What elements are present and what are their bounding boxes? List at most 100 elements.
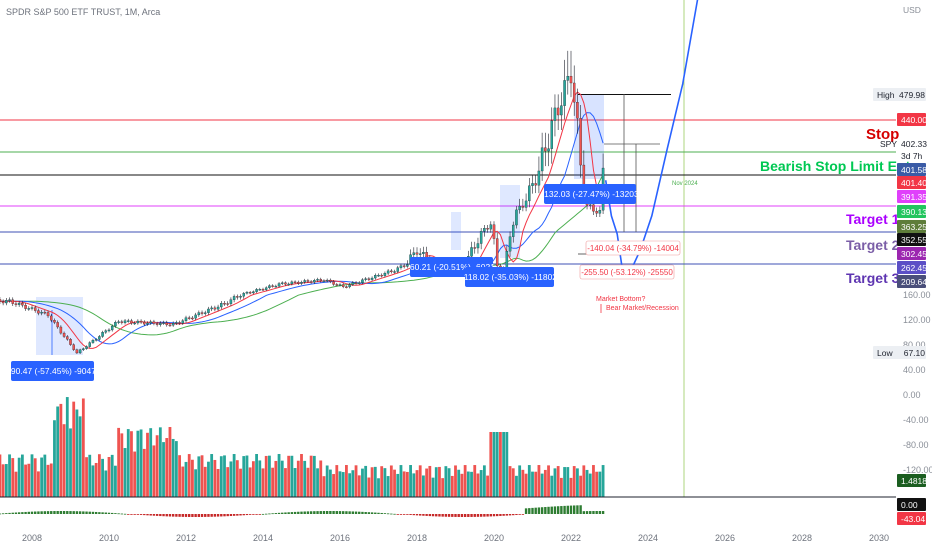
target1-annotation[interactable]: Target 1 [846,211,900,227]
svg-text:0.00: 0.00 [901,500,918,510]
volume-bar [579,475,583,497]
svg-text:401.58: 401.58 [901,165,927,175]
oscillator-bar [444,514,448,517]
volume-bar [399,465,403,497]
oscillator-bar [496,514,499,517]
price-tag[interactable]: 209.64 [897,275,927,288]
measure-label-6[interactable]: -255.50 (-53.12%) -25550 [579,264,675,280]
candle [515,206,518,229]
stop-annotation[interactable]: Stop [866,126,899,143]
measure-box-2020[interactable] [500,185,520,258]
oscillator-bar [325,511,329,514]
svg-text:-255.50 (-53.12%) -25550: -255.50 (-53.12%) -25550 [581,268,673,277]
oscillator-bar [598,511,602,514]
oscillator-bar [528,508,531,514]
measure-label-3[interactable]: -118.02 (-35.03%) -11802 [461,267,557,287]
volume-bar [527,465,531,497]
oscillator-bar [550,506,553,514]
oscillator-bar [499,514,502,516]
target3-annotation[interactable]: Target 3 [846,270,900,286]
price-tag[interactable]: -43.04 [897,512,926,525]
candle [236,294,239,300]
candle [357,281,361,285]
measure-box-2008[interactable] [36,297,83,355]
candle [569,50,573,98]
oscillator-bar [425,514,428,516]
price-tag[interactable]: SPY 402.33 [880,139,927,149]
projection-path[interactable] [604,0,737,278]
oscillator-bar [512,514,515,516]
measure-box-2018[interactable] [451,212,461,250]
oscillator-bar [245,514,249,516]
oscillator-bar [229,514,233,517]
svg-text:3d 7h: 3d 7h [901,151,923,161]
price-tag[interactable]: High 479.98 [873,88,926,101]
oscillator-bar [361,511,364,514]
oscillator-bar [547,506,550,514]
volume-bar [380,466,384,497]
price-tag[interactable]: 3d 7h [901,151,923,161]
candle [5,297,8,306]
candle [544,132,547,167]
oscillator-bar [34,511,37,514]
price-tag[interactable]: 363.25 [897,220,927,233]
price-tag[interactable]: 302.45 [897,247,927,260]
candle [120,319,124,325]
oscillator-bar [483,514,486,517]
price-tag[interactable]: 352.55 [897,233,927,246]
price-tag[interactable]: 401.58 [897,163,927,176]
price-tag[interactable]: 391.35 [897,190,927,203]
candle [155,321,159,327]
volume-bar [502,432,506,497]
volume-bar [184,461,188,497]
candle [277,282,281,288]
volume-bar [136,430,140,497]
measure-label-5[interactable]: -140.04 (-34.79%) -14004 [585,240,681,256]
volume-bar [325,465,329,497]
candle [207,306,210,315]
measure-label-4[interactable]: -132.03 (-27.47%) -13203 [541,184,639,204]
volume-bar [146,432,149,497]
candle [351,281,355,286]
measure-label-1[interactable]: -90.47 (-57.45%) -9047 [8,361,96,381]
candle [30,305,34,311]
candle [75,348,79,354]
price-tag[interactable]: 262.45 [897,261,927,274]
candle [489,221,493,233]
price-tag[interactable]: 1.4818 [897,474,927,487]
oscillator-bar [569,505,573,514]
price-tag[interactable]: 0.00 [897,498,926,511]
oscillator-bar [130,514,133,515]
oscillator-bar [175,514,178,517]
price-tag[interactable]: 390.13 [897,205,927,218]
volume-bar [101,458,104,497]
volume-bar [46,464,50,497]
oscillator-bar [27,511,30,514]
volume-bar [226,467,230,497]
candle [117,319,120,325]
price-tag[interactable]: Low 67.10 [873,346,926,359]
volume-bar [364,465,368,497]
candle [88,341,92,348]
target2-annotation[interactable]: Target 2 [846,237,900,253]
svg-text:-132.03 (-27.47%) -13203: -132.03 (-27.47%) -13203 [541,189,639,199]
x-tick-label: 2018 [407,533,427,543]
high-ref-line [578,94,671,95]
bearish-entry-annotation[interactable]: Bearish Stop Limit Entry [760,158,924,174]
price-tag[interactable]: 440.00 [897,113,927,126]
volume-bar [598,471,602,497]
volume-bar [197,456,201,497]
oscillator-bar [216,514,220,517]
svg-text:Low: Low [877,348,893,358]
svg-text:390.13: 390.13 [901,207,927,217]
candle [187,315,191,320]
oscillator-bar [85,511,88,514]
candle [255,288,258,294]
oscillator-bar [133,514,136,515]
oscillator-bar [589,511,592,514]
price-tag[interactable]: 401.40 [897,176,927,189]
oscillator-bar [354,511,358,514]
candle [203,310,207,316]
